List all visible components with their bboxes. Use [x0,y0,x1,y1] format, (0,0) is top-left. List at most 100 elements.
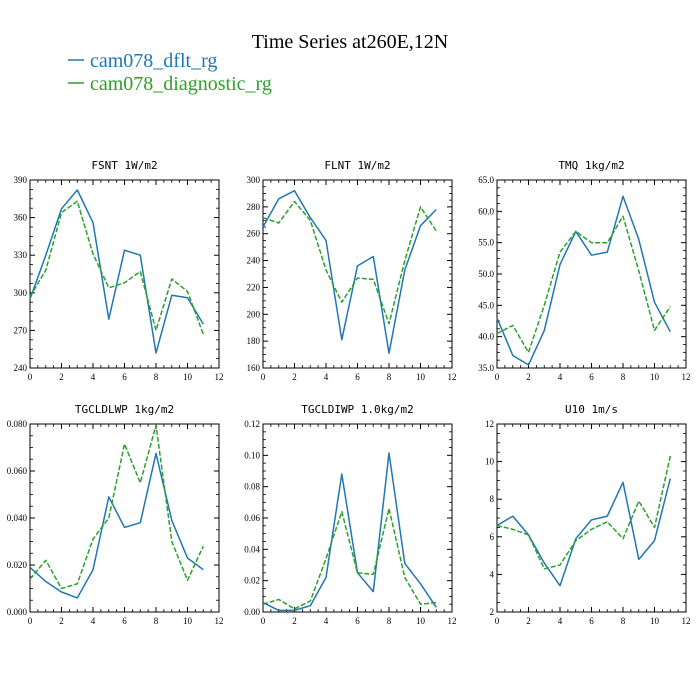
y-tick-label: 65.0 [478,175,494,185]
y-tick-label: 10 [485,457,495,467]
plot-frame [29,179,220,369]
y-tick-label: 0.12 [244,419,260,429]
x-tick-label: 10 [650,616,660,626]
x-tick-label: 4 [91,616,96,626]
x-tick-label: 2 [292,616,297,626]
chart-panel-1: FLNT 1W/m2 0 2 4 6 8 10 12 160 180 200 220 240 260 280… [247,159,457,382]
x-tick-label: 12 [682,616,691,626]
series-line-diagnostic [496,455,672,570]
y-tick-label: 60.0 [478,206,494,216]
x-tick-label: 2 [526,372,531,382]
x-tick-label: 10 [650,372,660,382]
x-tick-label: 4 [558,616,563,626]
series-line-diagnostic [262,507,437,610]
y-tick-label: 6 [490,532,495,542]
series-line-diagnostic [496,215,671,354]
y-tick-label: 45.0 [478,300,494,310]
y-tick-label: 40.0 [478,332,494,342]
y-tick-label: 270 [14,325,28,335]
x-tick-label: 6 [122,616,127,626]
y-tick-label: 0.000 [7,607,28,617]
y-tick-label: 180 [247,336,261,346]
x-tick-label: 8 [621,372,626,382]
x-tick-label: 4 [91,372,96,382]
x-tick-label: 12 [448,616,457,626]
y-tick-label: 220 [247,282,261,292]
panel-title: FLNT 1W/m2 [324,159,390,172]
panel-title: TGCLDIWP 1.0kg/m2 [301,403,414,416]
y-tick-label: 200 [247,309,261,319]
x-tick-label: 10 [183,372,193,382]
x-tick-label: 4 [324,616,329,626]
x-tick-label: 12 [682,372,691,382]
series-line-dflt [262,452,437,612]
plot-frame [496,179,687,369]
y-tick-label: 260 [247,229,261,239]
x-tick-label: 0 [28,616,33,626]
panel-grid: FSNT 1W/m20 2 4 6 8 10 12240270300330360390FLN… [7,159,691,626]
series-line-dflt [29,452,204,599]
x-tick-label: 12 [448,372,457,382]
x-tick-label: 8 [387,372,392,382]
x-tick-label: 0 [495,372,500,382]
x-tick-label: 6 [589,616,594,626]
x-tick-label: 10 [416,372,426,382]
x-tick-label: 8 [154,372,159,382]
y-tick-label: 300 [247,175,261,185]
plot-frame [496,423,687,613]
panel-title: TMQ 1kg/m2 [558,159,624,172]
x-tick-label: 4 [324,372,329,382]
x-tick-label: 6 [589,372,594,382]
x-tick-label: 4 [558,372,563,382]
legend-label-diagnostic: cam078_diagnostic_rg [90,73,272,95]
x-tick-label: 10 [183,616,193,626]
x-tick-label: 12 [215,372,224,382]
y-tick-label: 8 [490,494,495,504]
y-tick-label: 160 [247,363,261,373]
x-tick-label: 8 [621,616,626,626]
y-tick-label: 2 [490,607,495,617]
panel-title: FSNT 1W/m2 [91,159,157,172]
chart-panel-3: TGCLDLWP 1kg/m2 0 2 4 6 8 10 12 0.000 0.020 0.040 0… [7,403,224,626]
series-line-dflt [496,195,671,366]
x-tick-label: 8 [387,616,392,626]
y-tick-label: 300 [14,288,28,298]
y-tick-label: 55.0 [478,238,494,248]
x-tick-label: 0 [28,372,33,382]
x-tick-label: 2 [292,372,297,382]
y-tick-label: 50.0 [478,269,494,279]
y-tick-label: 0.080 [7,419,28,429]
y-tick-label: 240 [14,363,28,373]
y-tick-label: 360 [14,213,28,223]
x-tick-label: 2 [59,616,64,626]
y-tick-label: 390 [14,175,28,185]
y-tick-label: 330 [14,250,28,260]
plot-frame [262,179,453,369]
x-tick-label: 12 [215,616,224,626]
y-tick-label: 0.08 [244,482,260,492]
y-tick-label: 0.020 [7,560,28,570]
panel-title: U10 1m/s [565,403,618,416]
y-tick-label: 0.060 [7,466,28,476]
legend-label-dflt: cam078_dflt_rg [90,50,217,72]
figure-title: Time Series at260E,12N [252,31,448,53]
y-tick-label: 0.040 [7,513,28,523]
x-tick-label: 6 [355,372,360,382]
x-tick-label: 2 [59,372,64,382]
y-tick-label: 280 [247,202,261,212]
x-tick-label: 0 [261,372,266,382]
y-tick-label: 0.06 [244,513,260,523]
y-tick-label: 0.02 [244,576,260,586]
series-line-diagnostic [29,424,204,590]
y-tick-label: 12 [485,419,494,429]
x-tick-label: 2 [526,616,531,626]
y-tick-label: 0.10 [244,450,260,460]
chart-panel-2: TMQ 1kg/m2 0 2 4 6 8 10 12 35.0 40.0 45.0 50.0 55.0 6… [478,159,690,382]
y-tick-label: 0.00 [244,607,260,617]
x-tick-label: 0 [261,616,266,626]
x-tick-label: 8 [154,616,159,626]
legend: cam078_dflt_rg cam078_diagnostic_rg [68,50,272,95]
y-tick-label: 0.04 [244,544,260,554]
y-tick-label: 240 [247,256,261,266]
